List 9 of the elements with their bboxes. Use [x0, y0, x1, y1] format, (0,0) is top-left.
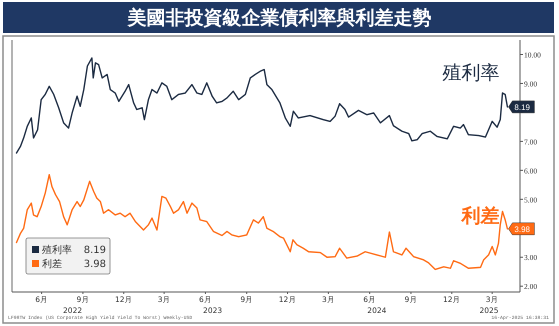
text: 8.19: [84, 245, 106, 256]
text: 利差: [461, 204, 500, 227]
legend-label: 殖利率: [42, 244, 72, 256]
data-label: 3.98: [514, 224, 531, 234]
text: 3.98: [84, 259, 106, 270]
legend-label: 利差: [42, 258, 62, 270]
data-label: 8.19: [514, 102, 531, 112]
chart-title: 美國非投資級企業債利率與利差走勢: [126, 7, 432, 29]
text: 殖利率: [442, 62, 500, 84]
